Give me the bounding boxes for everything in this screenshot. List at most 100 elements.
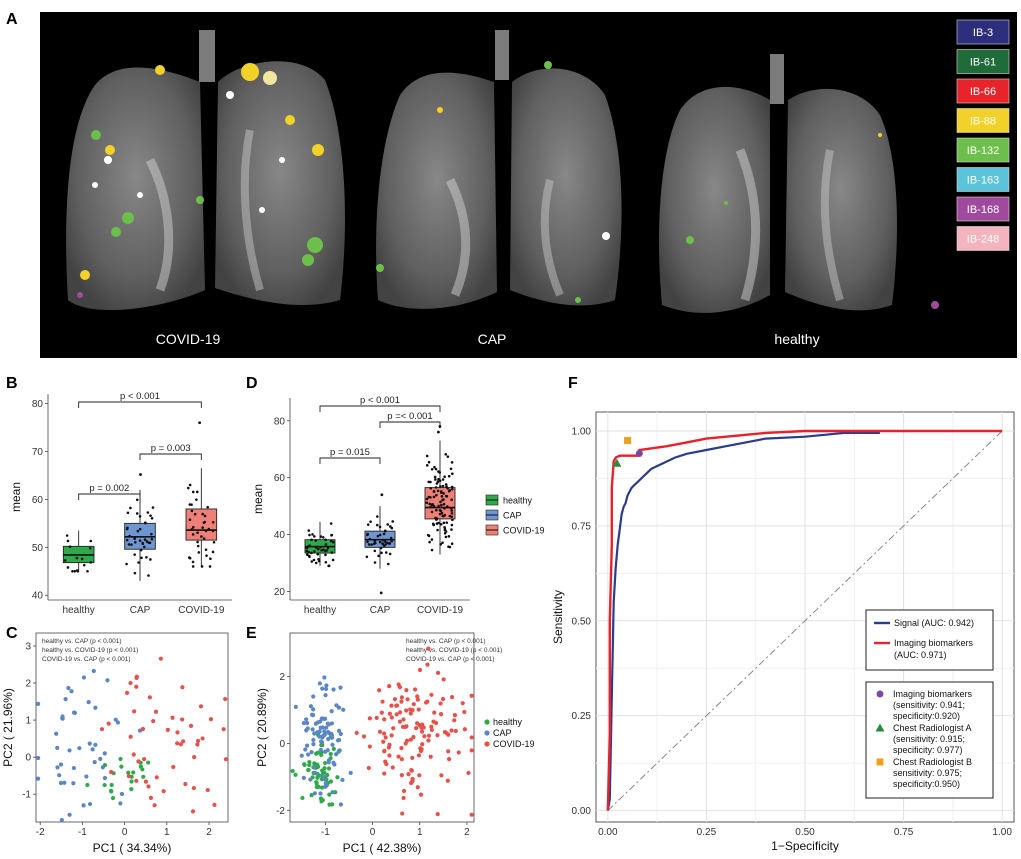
jitter-point <box>434 478 437 481</box>
jitter-point <box>439 485 442 488</box>
point-cap <box>340 777 345 783</box>
jitter-point <box>381 538 385 542</box>
point-cap <box>113 717 118 722</box>
jitter-point <box>319 535 323 538</box>
point-cap <box>36 776 41 781</box>
point-covid-19 <box>205 787 210 793</box>
point-cap <box>334 752 339 757</box>
legend-marker-radiologist-b <box>876 758 884 766</box>
point-covid-19 <box>414 725 419 731</box>
point-cap <box>71 781 76 786</box>
x-tick-label: CAP <box>370 605 391 616</box>
jitter-point <box>190 528 193 531</box>
caption-covid: COVID-19 <box>156 331 221 347</box>
jitter-point <box>311 533 314 536</box>
point-cap <box>305 726 310 731</box>
point-cap <box>315 730 320 735</box>
jitter-point <box>151 506 155 509</box>
point-covid-19 <box>453 728 458 734</box>
jitter-point <box>324 553 327 557</box>
point-cap <box>54 731 59 736</box>
jitter-point <box>143 538 147 541</box>
x-axis-title: PC1 ( 34.34%) <box>93 841 172 855</box>
legend-points-box <box>865 681 994 799</box>
point-covid-19 <box>387 711 392 716</box>
jitter-point <box>307 554 311 558</box>
legend-label-ib-66: IB-66 <box>970 86 996 98</box>
point-covid-19 <box>431 719 436 724</box>
point-covid-19 <box>426 733 432 738</box>
legend-label-cap: CAP <box>503 511 522 521</box>
point-covid-19 <box>450 695 455 700</box>
point-covid-19 <box>449 728 454 733</box>
significance-bracket <box>78 401 202 408</box>
jitter-point <box>366 523 370 526</box>
point-cap <box>341 707 346 712</box>
jitter-point <box>388 552 392 556</box>
point-covid-19 <box>175 741 180 746</box>
jitter-point <box>201 512 204 516</box>
jitter-point <box>125 527 129 531</box>
point-healthy <box>331 746 336 751</box>
y-tick-label: 80 <box>274 416 286 427</box>
jitter-point <box>433 475 437 479</box>
jitter-point <box>386 523 389 526</box>
jitter-point <box>439 509 443 513</box>
marker-radiologist-b <box>624 436 632 444</box>
point-covid-19 <box>456 750 461 755</box>
point-cap <box>304 717 309 722</box>
jitter-point <box>195 498 198 501</box>
point-covid-19 <box>399 757 404 762</box>
point-healthy <box>315 750 320 755</box>
jitter-point <box>446 486 449 490</box>
legend-curves-box <box>865 609 994 671</box>
jitter-point <box>439 543 443 546</box>
point-covid-19 <box>389 703 394 708</box>
legend-point-text: specificity:0.950) <box>893 779 960 789</box>
jitter-point <box>193 512 197 516</box>
x-tick-label: 1.00 <box>992 827 1012 838</box>
point-covid-19 <box>180 685 185 690</box>
jitter-point <box>373 549 377 553</box>
jitter-point <box>150 537 154 541</box>
significance-bracket <box>319 457 381 464</box>
marker-imaging-biomarkers <box>635 449 643 457</box>
point-cap <box>324 725 329 730</box>
jitter-point <box>430 510 434 514</box>
jitter-point <box>366 533 369 537</box>
significance-bracket <box>78 493 141 500</box>
point-cap <box>330 790 335 795</box>
significance-bracket <box>139 453 202 460</box>
jitter-point <box>437 470 440 473</box>
panel-label-d: D <box>246 375 258 392</box>
jitter-point <box>446 455 450 458</box>
point-covid-19 <box>441 677 446 682</box>
point-covid-19 <box>469 735 474 740</box>
point-covid-19 <box>445 778 450 783</box>
panel-b-boxplot: 40 50 60 70 80 mean healthy CAP COVID-19 p < 0.00… <box>9 391 232 616</box>
point-cap <box>69 689 74 694</box>
point-covid-19 <box>386 745 391 750</box>
jitter-point <box>310 551 313 555</box>
jitter-point <box>147 574 150 577</box>
legend-point-text: specificity: 0.977) <box>893 745 963 755</box>
jitter-point <box>133 540 137 544</box>
legend-label-ib-61: IB-61 <box>970 57 996 69</box>
point-cap <box>317 734 322 739</box>
point-covid-19 <box>148 795 154 800</box>
jitter-point <box>196 531 199 535</box>
group-comparison-note: COVID-19 vs. CAP (p < 0.001) <box>42 656 131 663</box>
jitter-point <box>191 565 195 568</box>
point-covid-19 <box>446 749 451 754</box>
point-covid-19 <box>165 727 170 732</box>
point-cap <box>93 742 98 747</box>
panel-f-roc: 0.00 0.25 0.50 0.75 1.00 0.00 0.25 0.50 0.75 1.00… <box>551 411 1015 853</box>
jitter-point <box>445 521 449 524</box>
point-covid-19 <box>438 701 443 706</box>
point-healthy <box>293 772 298 777</box>
point-covid-19 <box>403 741 408 746</box>
point-cap <box>312 765 317 770</box>
point-covid-19 <box>151 718 156 724</box>
point-cap <box>337 748 342 753</box>
point-covid-19 <box>223 696 228 702</box>
